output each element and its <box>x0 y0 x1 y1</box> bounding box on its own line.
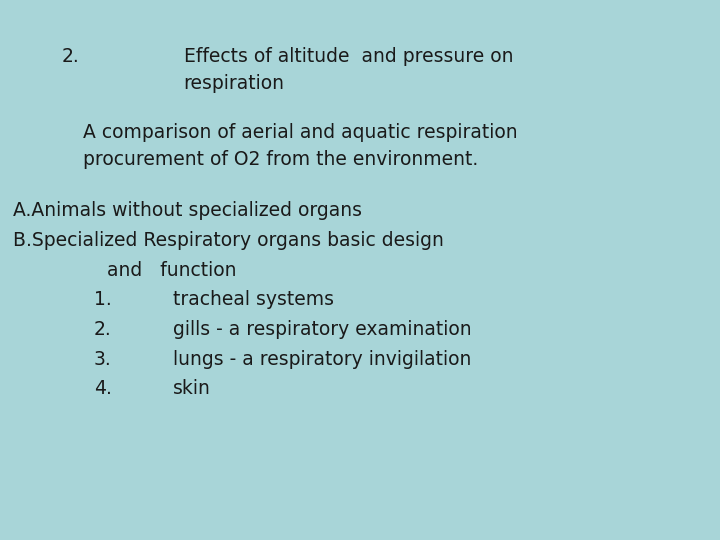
Text: gills - a respiratory examination: gills - a respiratory examination <box>173 320 472 339</box>
Text: tracheal systems: tracheal systems <box>173 290 334 309</box>
Text: A.Animals without specialized organs: A.Animals without specialized organs <box>13 201 362 220</box>
Text: 3.: 3. <box>94 349 112 369</box>
Text: Effects of altitude  and pressure on: Effects of altitude and pressure on <box>184 47 513 66</box>
Text: procurement of O2 from the environment.: procurement of O2 from the environment. <box>83 150 478 169</box>
Text: 2.: 2. <box>94 320 112 339</box>
Text: 2.: 2. <box>61 47 79 66</box>
Text: respiration: respiration <box>184 74 284 93</box>
Text: A comparison of aerial and aquatic respiration: A comparison of aerial and aquatic respi… <box>83 123 518 142</box>
Text: 1.: 1. <box>94 290 112 309</box>
Text: skin: skin <box>173 379 211 399</box>
Text: and   function: and function <box>107 260 236 280</box>
Text: lungs - a respiratory invigilation: lungs - a respiratory invigilation <box>173 349 471 369</box>
Text: B.Specialized Respiratory organs basic design: B.Specialized Respiratory organs basic d… <box>13 231 444 250</box>
Text: 4.: 4. <box>94 379 112 399</box>
